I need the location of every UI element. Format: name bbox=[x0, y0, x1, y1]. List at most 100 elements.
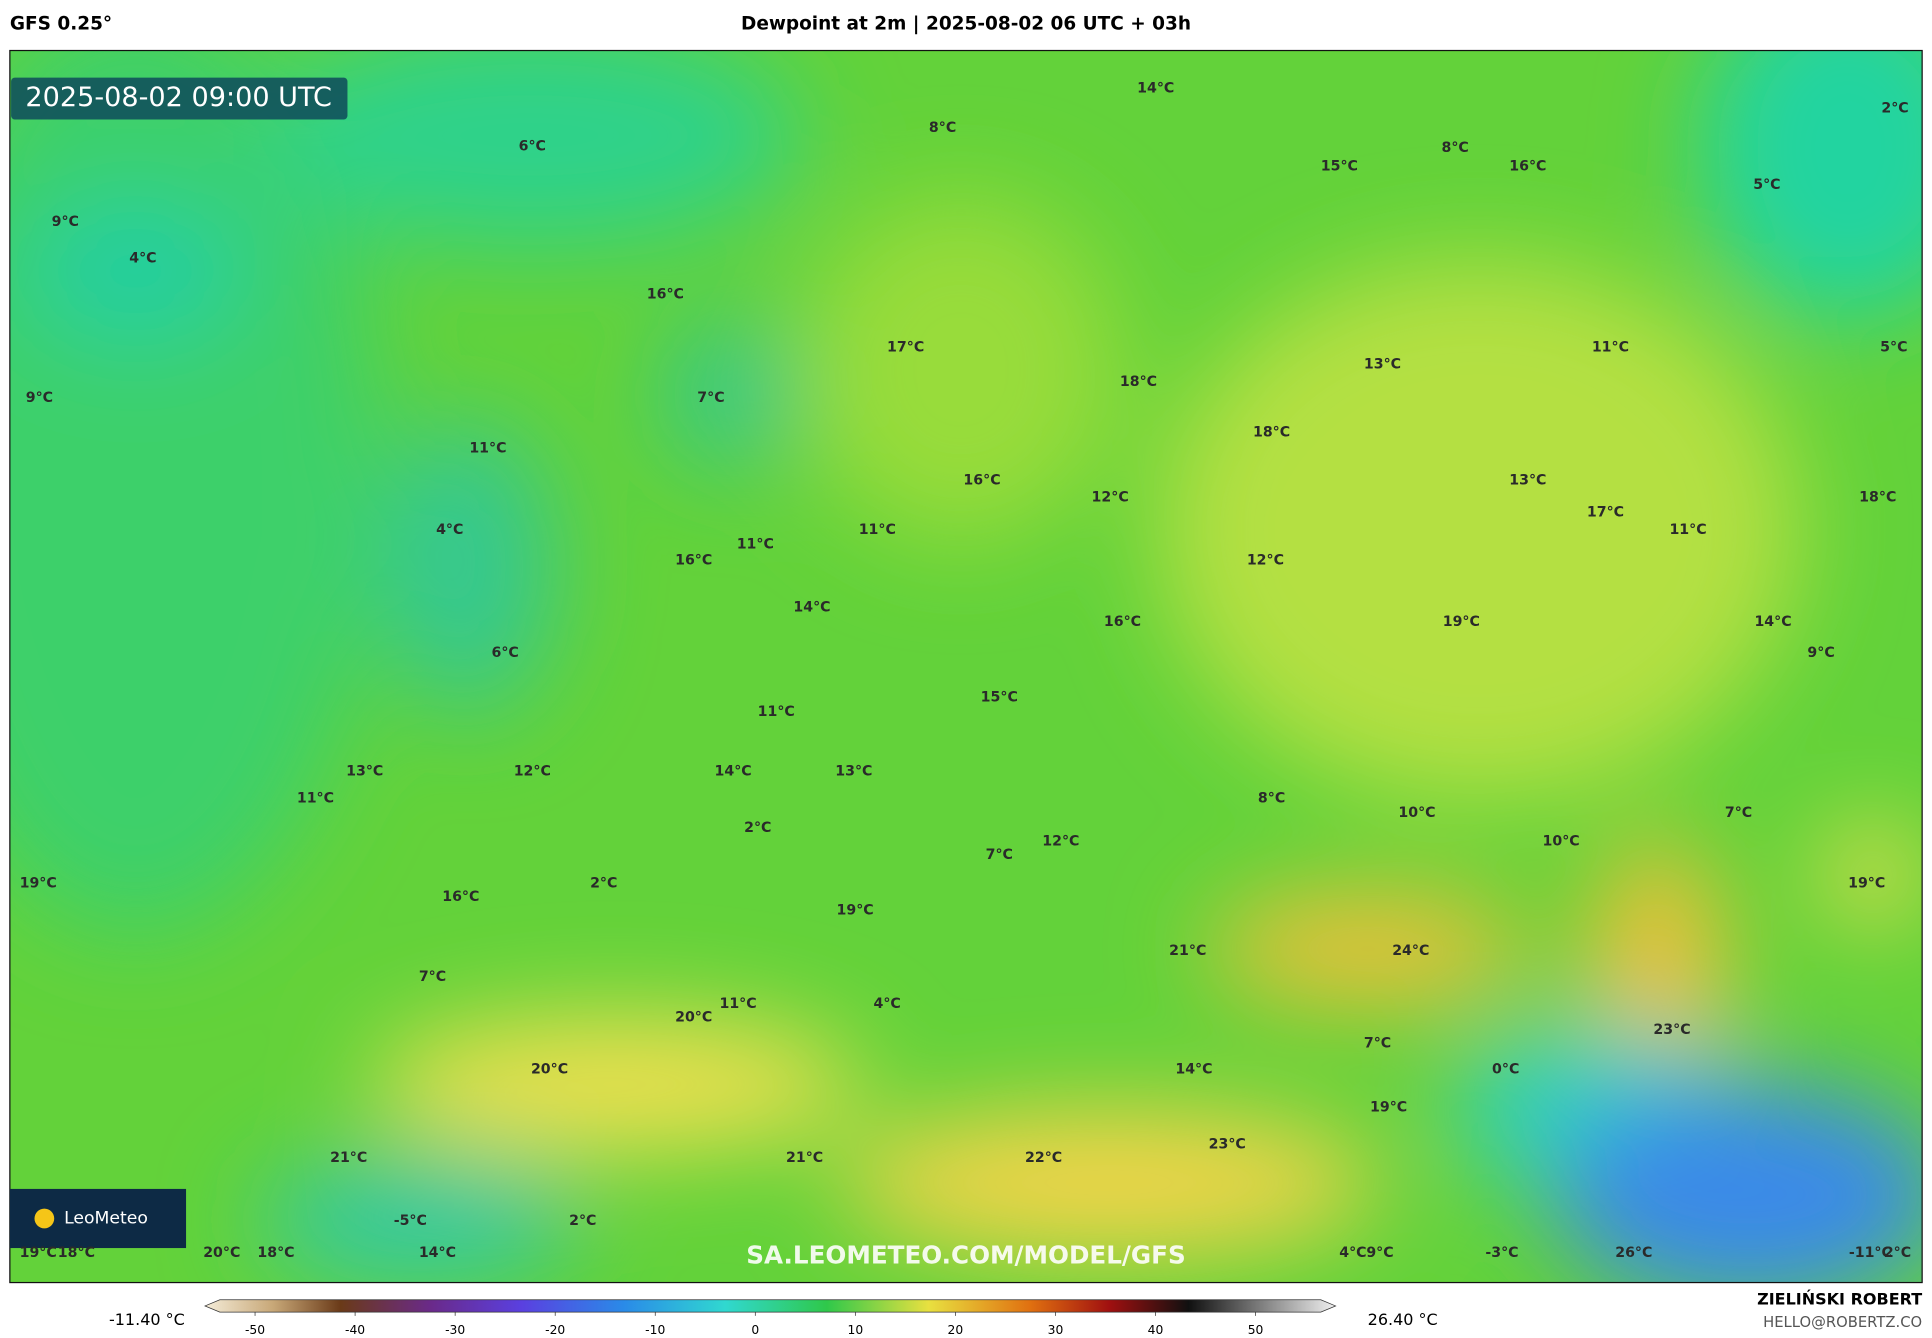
map-label: 14°C bbox=[793, 599, 830, 615]
map-label: 14°C bbox=[1754, 614, 1791, 630]
map-label: 14°C bbox=[419, 1245, 456, 1261]
map-labels: 14°C8°C6°C15°C8°C16°C5°C2°C9°C4°C16°C17°… bbox=[20, 81, 1912, 1261]
map-frame bbox=[9, 49, 1923, 1284]
map-label: 18°C bbox=[257, 1245, 294, 1261]
author: ZIELIŃSKI ROBERT bbox=[1757, 1289, 1922, 1308]
map-label: 7°C bbox=[697, 390, 724, 406]
timestamp: 2025-08-02 09:00 UTC bbox=[25, 82, 331, 113]
map-label: 21°C bbox=[786, 1150, 823, 1166]
map-label: 5°C bbox=[1880, 339, 1907, 355]
map-label: 7°C bbox=[419, 969, 446, 985]
map-label: 19°C bbox=[1443, 614, 1480, 630]
colorbar-tick-label: -10 bbox=[645, 1323, 665, 1337]
map-label: 7°C bbox=[1725, 805, 1752, 821]
map-label: 13°C bbox=[1509, 472, 1546, 488]
model-label: GFS 0.25° bbox=[10, 14, 112, 35]
map-label: 2°C bbox=[590, 875, 617, 891]
map-label: 21°C bbox=[1169, 943, 1206, 959]
map-label: -5°C bbox=[394, 1213, 427, 1229]
map-label: 23°C bbox=[1653, 1022, 1690, 1038]
colorbar-tick-label: 50 bbox=[1248, 1323, 1264, 1337]
colorbar-tick-label: 40 bbox=[1148, 1323, 1164, 1337]
map-label: 14°C bbox=[715, 763, 752, 779]
map-label: 20°C bbox=[203, 1245, 240, 1261]
map-label: 6°C bbox=[492, 645, 519, 661]
map-label: 4°C bbox=[436, 522, 463, 538]
map-label: 4°C bbox=[1339, 1245, 1366, 1261]
colorbar-tick-label: 10 bbox=[848, 1323, 864, 1337]
map-label: 10°C bbox=[1543, 833, 1580, 849]
map-label: 4°C bbox=[129, 251, 156, 267]
chart-title: Dewpoint at 2m | 2025-08-02 06 UTC + 03h bbox=[741, 14, 1191, 35]
map-label: 12°C bbox=[1092, 490, 1129, 506]
timestamp-box bbox=[11, 77, 348, 120]
map-label: 8°C bbox=[1258, 790, 1285, 806]
map-label: 8°C bbox=[1441, 140, 1468, 156]
colorbar-tick-label: -40 bbox=[345, 1323, 365, 1337]
map-label: 24°C bbox=[1392, 943, 1429, 959]
map-label: 12°C bbox=[1247, 553, 1284, 569]
map-label: 21°C bbox=[330, 1150, 367, 1166]
map-label: 19°C bbox=[1370, 1100, 1407, 1116]
map-label: 4°C bbox=[873, 996, 900, 1012]
map-label: 26°C bbox=[1615, 1245, 1652, 1261]
map bbox=[9, 50, 1923, 1283]
watermark: SA.LEOMETEO.COM/MODEL/GFS bbox=[746, 1241, 1185, 1270]
colorbar-tick-label: -20 bbox=[545, 1323, 565, 1337]
map-label: 16°C bbox=[675, 553, 712, 569]
colorbar-min: -11.40 °C bbox=[109, 1310, 185, 1329]
map-label: 17°C bbox=[1587, 505, 1624, 521]
map-label: 18°C bbox=[1859, 490, 1896, 506]
map-label: 16°C bbox=[647, 286, 684, 302]
colorbar: -50 -40 -30 -20 -10 0 10 20 30 40 50 bbox=[204, 1299, 1337, 1337]
map-label: 9°C bbox=[1807, 645, 1834, 661]
map-label: 20°C bbox=[675, 1010, 712, 1026]
map-label: 11°C bbox=[297, 790, 334, 806]
map-label: 11°C bbox=[859, 522, 896, 538]
colorbar-tick-label: 0 bbox=[751, 1323, 759, 1337]
map-label: 7°C bbox=[986, 847, 1013, 863]
map-label: 15°C bbox=[981, 689, 1018, 705]
colorbar-tick-label: 30 bbox=[1048, 1323, 1064, 1337]
map-label: 13°C bbox=[1364, 357, 1401, 373]
colorbar-tick-label: -30 bbox=[445, 1323, 465, 1337]
map-label: 19°C bbox=[20, 875, 57, 891]
map-label: 11°C bbox=[737, 537, 774, 553]
colorbar-tick-label: -50 bbox=[245, 1323, 265, 1337]
logo-sun bbox=[34, 1208, 55, 1229]
map-label: 8°C bbox=[929, 120, 956, 136]
map-label: 14°C bbox=[1137, 81, 1174, 97]
map-label: 2°C bbox=[569, 1213, 596, 1229]
map-label: 11°C bbox=[1669, 522, 1706, 538]
map-label: 12°C bbox=[514, 763, 551, 779]
map-label: 11°C bbox=[469, 440, 506, 456]
map-label: 2°C bbox=[1881, 100, 1908, 116]
map-label: 9°C bbox=[26, 390, 53, 406]
map-label: 11°C bbox=[758, 704, 795, 720]
map-label: 15°C bbox=[1321, 158, 1358, 174]
map-label: 23°C bbox=[1209, 1137, 1246, 1153]
colorbar-bar bbox=[204, 1299, 1337, 1313]
map-label: 0°C bbox=[1492, 1061, 1519, 1077]
contact: HELLO@ROBERTZ.CO bbox=[1763, 1314, 1922, 1331]
map-label: 10°C bbox=[1398, 805, 1435, 821]
map-label: -11°C bbox=[1849, 1245, 1892, 1261]
map-label: 14°C bbox=[1175, 1061, 1212, 1077]
map-label: 16°C bbox=[963, 472, 1000, 488]
colorbar-tick-label: 20 bbox=[948, 1323, 964, 1337]
map-label: 11°C bbox=[719, 996, 756, 1012]
map-label: 18°C bbox=[1253, 424, 1290, 440]
map-label: 6°C bbox=[519, 139, 546, 155]
map-label: 9°C bbox=[52, 214, 79, 230]
map-label: 13°C bbox=[835, 763, 872, 779]
map-label: 7°C bbox=[1364, 1036, 1391, 1052]
colorbar-max: 26.40 °C bbox=[1368, 1310, 1438, 1329]
map-label: 16°C bbox=[1509, 158, 1546, 174]
map-label: 12°C bbox=[1042, 833, 1079, 849]
map-label: 9°C bbox=[1366, 1245, 1393, 1261]
map-label: 17°C bbox=[887, 339, 924, 355]
map-label: -3°C bbox=[1485, 1245, 1518, 1261]
map-label: 19°C bbox=[20, 1245, 57, 1261]
map-label: 19°C bbox=[1848, 875, 1885, 891]
